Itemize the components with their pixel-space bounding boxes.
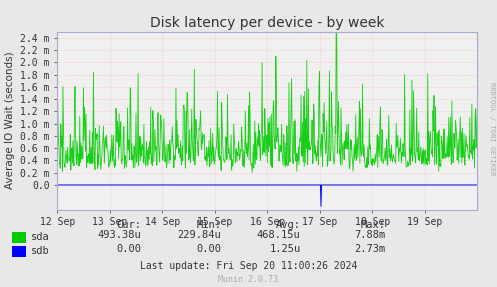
Text: 229.84u: 229.84u [177,230,221,240]
Text: sdb: sdb [31,246,50,256]
Text: Avg:: Avg: [276,220,301,230]
Text: Munin 2.0.73: Munin 2.0.73 [219,275,278,284]
Text: 0.00: 0.00 [117,244,142,254]
Y-axis label: Average IO Wait (seconds): Average IO Wait (seconds) [4,52,14,189]
Text: 493.38u: 493.38u [98,230,142,240]
Text: 468.15u: 468.15u [257,230,301,240]
Text: Min:: Min: [196,220,221,230]
Text: 0.00: 0.00 [196,244,221,254]
Text: 7.88m: 7.88m [354,230,385,240]
Text: Last update: Fri Sep 20 11:00:26 2024: Last update: Fri Sep 20 11:00:26 2024 [140,261,357,271]
Text: sda: sda [31,232,50,242]
Text: Max:: Max: [360,220,385,230]
Text: Cur:: Cur: [117,220,142,230]
Text: 2.73m: 2.73m [354,244,385,254]
Text: 1.25u: 1.25u [269,244,301,254]
Title: Disk latency per device - by week: Disk latency per device - by week [150,16,384,30]
Text: RRDTOOL / TOBI OETIKER: RRDTOOL / TOBI OETIKER [489,82,495,176]
